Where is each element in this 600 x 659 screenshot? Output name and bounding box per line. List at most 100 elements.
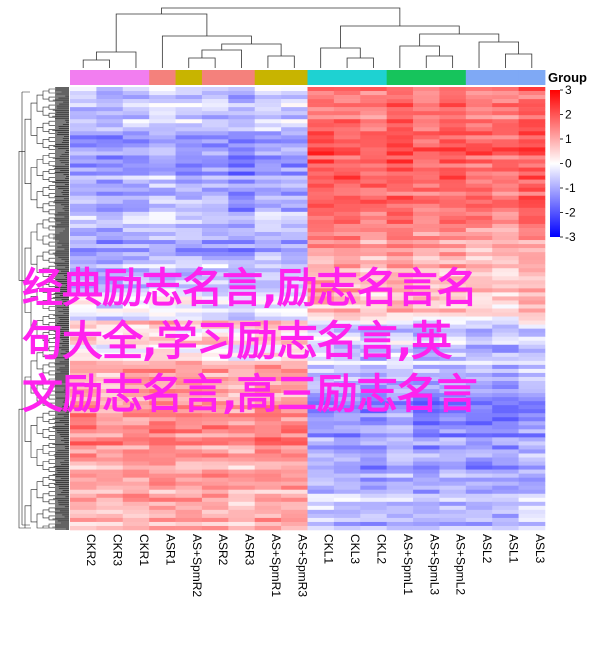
heatmap-cell — [465, 215, 493, 221]
heatmap-cell — [149, 203, 176, 209]
heatmap-cell — [96, 171, 124, 176]
heatmap-cell — [281, 401, 308, 406]
heatmap-cell — [228, 437, 256, 442]
heatmap-cell — [492, 171, 519, 176]
heatmap-cell — [386, 449, 414, 454]
heatmap-cell — [386, 477, 414, 482]
heatmap-cell — [122, 489, 150, 495]
heatmap-cell — [492, 473, 519, 478]
heatmap-cell — [122, 320, 150, 325]
heatmap-cell — [307, 300, 335, 305]
heatmap-cell — [70, 425, 97, 430]
heatmap-cell — [360, 409, 387, 414]
heatmap-cell — [465, 187, 493, 193]
heatmap-cell — [333, 376, 361, 382]
heatmap-cell — [70, 469, 97, 474]
heatmap-cell — [465, 268, 493, 273]
heatmap-cell — [70, 477, 97, 482]
heatmap-cell — [122, 485, 150, 491]
heatmap-cell — [307, 453, 335, 458]
heatmap-cell — [175, 453, 203, 458]
heatmap-cell — [96, 425, 124, 430]
heatmap-cell — [254, 409, 282, 414]
heatmap-cell — [70, 380, 97, 386]
heatmap-cell — [465, 425, 493, 430]
column-dendrogram — [82, 7, 533, 68]
heatmap-cell — [465, 207, 493, 213]
heatmap-cell — [201, 308, 229, 313]
heatmap-cell — [70, 521, 97, 527]
heatmap-cell — [175, 304, 203, 309]
heatmap-cell — [96, 223, 124, 229]
heatmap-cell — [333, 240, 361, 245]
heatmap-cell — [465, 324, 493, 329]
heatmap-cell — [70, 457, 97, 462]
heatmap-cell — [333, 103, 361, 108]
heatmap-cell — [254, 493, 282, 499]
heatmap-cell — [122, 393, 150, 398]
heatmap-cell — [413, 316, 440, 321]
heatmap-cell — [307, 103, 335, 108]
heatmap-cell — [175, 248, 203, 253]
heatmap-cell — [149, 211, 176, 217]
heatmap-cell — [70, 324, 97, 329]
heatmap-cell — [175, 364, 203, 370]
heatmap-cell — [122, 517, 150, 523]
heatmap-cell — [360, 421, 387, 426]
heatmap-cell — [413, 344, 440, 350]
heatmap-cell — [360, 127, 387, 132]
heatmap-cell — [333, 417, 361, 422]
heatmap-cell — [175, 328, 203, 333]
heatmap-cell — [386, 409, 414, 414]
heatmap-cell — [439, 489, 467, 495]
heatmap-cell — [70, 203, 97, 209]
heatmap-cell — [465, 457, 493, 462]
heatmap-cell — [413, 433, 440, 438]
heatmap-cell — [201, 433, 229, 438]
heatmap-cell — [413, 223, 440, 229]
heatmap-cell — [439, 135, 467, 140]
heatmap-cell — [254, 175, 282, 180]
heatmap-cell — [122, 433, 150, 438]
heatmap-cell — [228, 203, 256, 209]
heatmap-cell — [201, 401, 229, 406]
heatmap-cell — [386, 525, 414, 531]
heatmap-cell — [518, 159, 546, 164]
heatmap-cell — [122, 223, 150, 229]
heatmap-cell — [307, 364, 335, 370]
heatmap-cell — [465, 107, 493, 112]
heatmap-cell — [465, 260, 493, 265]
heatmap-cell — [201, 393, 229, 398]
heatmap-cell — [175, 469, 203, 474]
heatmap-cell — [333, 155, 361, 160]
heatmap-cell — [201, 340, 229, 346]
heatmap-cell — [175, 111, 203, 116]
heatmap-cell — [96, 364, 124, 370]
heatmap-cell — [492, 91, 519, 96]
heatmap-cell — [228, 119, 256, 124]
heatmap-cell — [518, 292, 546, 297]
heatmap-cell — [386, 103, 414, 108]
heatmap-cell — [386, 135, 414, 140]
heatmap-cell — [281, 215, 308, 221]
heatmap-cell — [413, 272, 440, 277]
heatmap-cell — [492, 409, 519, 414]
heatmap-cell — [307, 513, 335, 519]
heatmap-cell — [254, 356, 282, 362]
heatmap-cell — [254, 252, 282, 257]
heatmap-cell — [201, 179, 229, 184]
heatmap-cell — [333, 336, 361, 342]
heatmap-cell — [439, 179, 467, 184]
dendrogram-branch — [115, 13, 208, 52]
heatmap-cell — [122, 336, 150, 342]
heatmap-cell — [175, 139, 203, 144]
heatmap-cell — [307, 183, 335, 188]
heatmap-cell — [307, 127, 335, 132]
heatmap-cell — [201, 501, 229, 507]
heatmap-cell — [333, 163, 361, 168]
heatmap-cell — [201, 517, 229, 523]
heatmap-cell — [96, 328, 124, 333]
heatmap-cell — [281, 151, 308, 156]
heatmap-cell — [413, 135, 440, 140]
heatmap-cell — [281, 465, 308, 470]
